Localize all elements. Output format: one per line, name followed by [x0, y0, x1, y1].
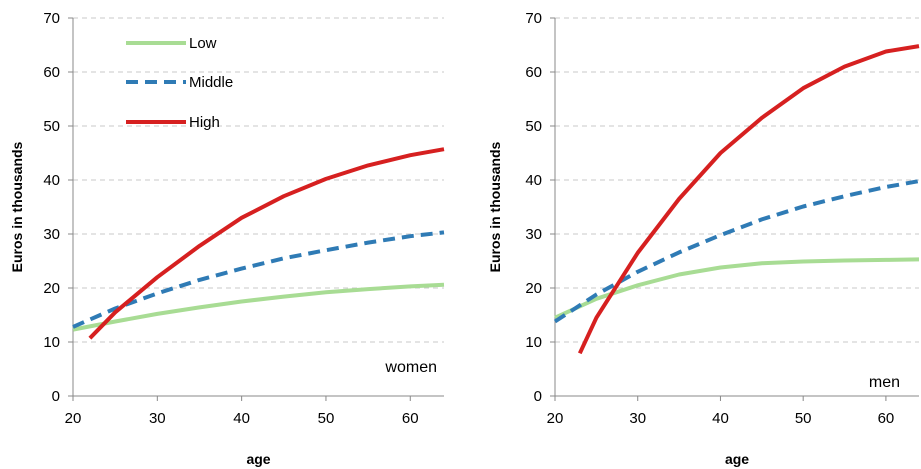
legend-label: Middle — [189, 74, 233, 91]
chart-panel-men: 0 10 20 30 40 50 60 70 20 30 40 50 60 age Euros in tho… — [487, 10, 920, 467]
y-tick-label: 60 — [43, 64, 60, 81]
x-tick-label: 40 — [233, 410, 250, 427]
legend-label: High — [189, 114, 220, 131]
y-tick-label: 40 — [43, 172, 60, 189]
x-tick-label: 50 — [318, 410, 335, 427]
x-tick-label: 60 — [878, 410, 895, 427]
y-tick-label: 70 — [525, 10, 542, 27]
x-tick-label: 40 — [712, 410, 729, 427]
series-line-middle — [553, 179, 920, 324]
y-tick-label: 50 — [43, 118, 60, 135]
y-tick-label: 10 — [525, 334, 542, 351]
x-tick-label: 50 — [795, 410, 812, 427]
x-tick-label: 20 — [65, 410, 82, 427]
y-tick-label: 50 — [525, 118, 542, 135]
y-axis-title: Euros in thousands — [487, 141, 503, 272]
legend-label: Low — [189, 35, 217, 52]
y-tick-label: 10 — [43, 334, 60, 351]
series-line-high — [88, 147, 445, 340]
chart-panel-women: 0 10 20 30 40 50 60 70 20 30 40 50 60 age Euros in tho… — [9, 10, 445, 467]
y-tick-label: 30 — [43, 226, 60, 243]
series-line-low — [72, 282, 445, 332]
y-tick-label: 20 — [43, 280, 60, 297]
y-tick-label: 70 — [43, 10, 60, 27]
series-line-middle — [72, 230, 445, 329]
y-tick-label: 0 — [52, 388, 60, 405]
y-tick-label: 20 — [525, 280, 542, 297]
y-tick-label: 40 — [525, 172, 542, 189]
y-tick-label: 30 — [525, 226, 542, 243]
x-tick-label: 60 — [402, 410, 419, 427]
panel-label: men — [869, 374, 900, 391]
y-axis-title: Euros in thousands — [9, 141, 25, 272]
y-tick-label: 60 — [525, 64, 542, 81]
legend: Low Middle High — [126, 35, 233, 131]
x-tick-label: 20 — [547, 410, 564, 427]
panel-label: women — [384, 359, 437, 376]
series-line-low — [554, 257, 920, 320]
series-line-high — [577, 44, 920, 355]
x-axis-title: age — [725, 451, 749, 467]
y-tick-label: 0 — [534, 388, 542, 405]
x-axis-title: age — [246, 451, 270, 467]
x-tick-label: 30 — [629, 410, 646, 427]
x-tick-label: 30 — [149, 410, 166, 427]
